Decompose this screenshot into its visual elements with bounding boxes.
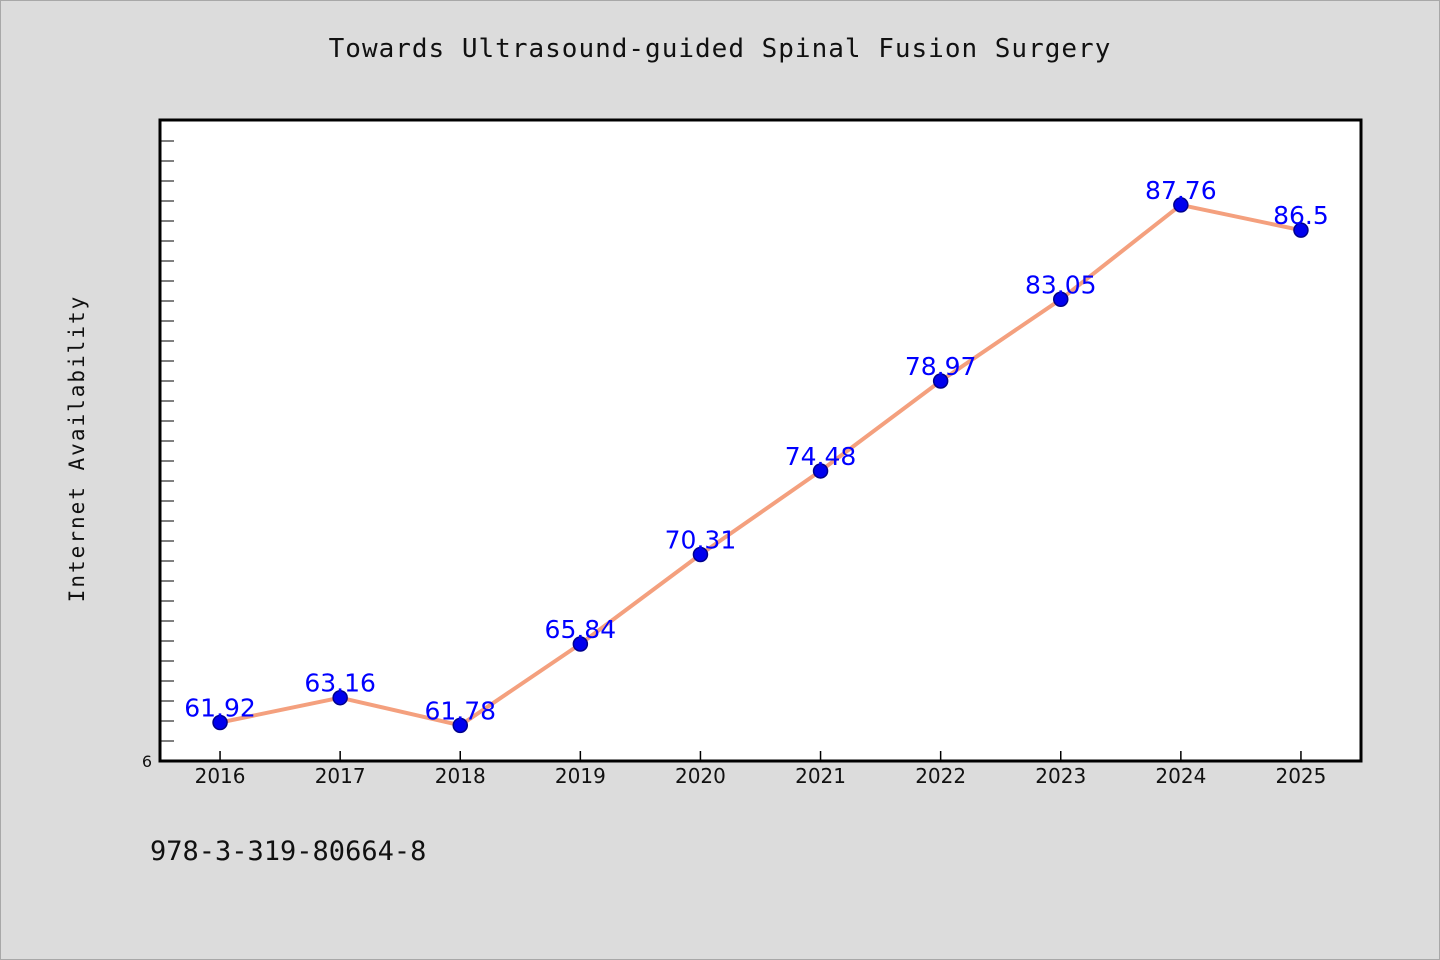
plot-area	[158, 118, 1363, 763]
x-tick-label: 2025	[1275, 764, 1326, 788]
y-axis-label: Internet Availability	[65, 295, 89, 603]
x-tick-label: 2022	[915, 764, 966, 788]
data-label: 63.16	[304, 669, 376, 698]
data-label: 86.5	[1273, 201, 1329, 230]
x-tick-label: 2016	[195, 764, 246, 788]
y-axis-minor-ticks	[160, 120, 174, 742]
data-point-marker	[452, 717, 468, 734]
data-point-marker	[1293, 222, 1309, 238]
data-labels: 61.92 63.16 61.78 65.84 70.31 74.48 78.97 83.05…	[184, 176, 1329, 725]
x-tick-label: 2018	[435, 764, 486, 788]
data-point-marker	[692, 546, 709, 563]
data-point-marker	[1053, 291, 1069, 308]
x-axis-ticks: 2016 2017 2018 2019 2020 2021 2022 2023 2024 2025	[195, 751, 1326, 788]
data-label: 61.92	[184, 694, 256, 723]
x-tick-label: 2021	[795, 764, 846, 788]
data-point-marker	[932, 373, 949, 389]
data-label: 83.05	[1025, 270, 1097, 299]
x-tick-label: 2019	[555, 764, 606, 788]
x-tick-label: 2017	[315, 764, 366, 788]
x-tick-label: 2023	[1035, 764, 1086, 788]
chart-title: Towards Ultrasound-guided Spinal Fusion …	[328, 34, 1112, 64]
x-tick-label: 2020	[675, 764, 726, 788]
x-tick-label: 2024	[1155, 764, 1206, 788]
data-label: 74.48	[785, 442, 857, 471]
data-label: 70.31	[665, 525, 737, 554]
y-axis-ticks: 6	[142, 752, 152, 771]
data-point-marker	[212, 714, 228, 731]
data-label: 65.84	[545, 615, 617, 644]
series-markers	[212, 197, 1309, 734]
footer-isbn: 978-3-319-80664-8	[150, 836, 427, 867]
y-tick-label: 6	[142, 752, 152, 771]
data-label: 87.76	[1145, 176, 1217, 205]
data-point-marker	[812, 463, 829, 479]
series-line	[219, 202, 1302, 728]
data-label: 61.78	[424, 696, 496, 725]
data-point-marker	[332, 689, 348, 706]
data-point-marker	[572, 636, 589, 652]
data-label: 78.97	[905, 352, 977, 381]
data-point-marker	[1173, 197, 1189, 213]
